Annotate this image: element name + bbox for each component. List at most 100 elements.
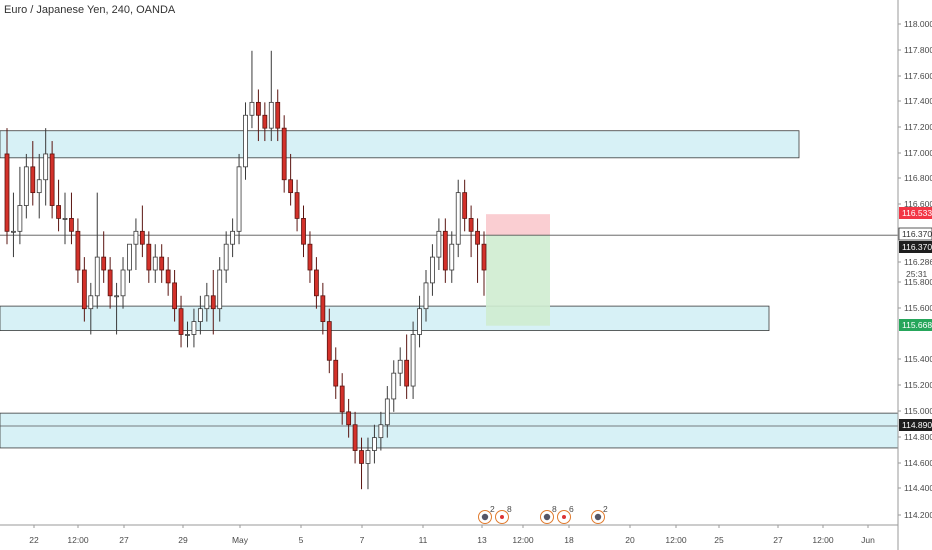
candle-body	[423, 282, 429, 310]
event-dot	[481, 513, 489, 521]
candle-body	[378, 424, 384, 439]
candle	[204, 282, 210, 322]
candle-body	[23, 166, 29, 206]
candle-body	[88, 295, 94, 310]
stop-loss-area[interactable]	[486, 214, 550, 236]
candle-body	[288, 179, 294, 194]
event-dot	[543, 513, 551, 521]
time-tick-label: 25	[714, 535, 724, 545]
candle	[88, 282, 94, 335]
candle-body	[146, 243, 152, 271]
candle-body	[204, 295, 210, 310]
candle	[417, 295, 422, 348]
candle-body	[30, 166, 36, 194]
price-tag-box	[899, 419, 932, 431]
candle	[307, 231, 313, 283]
candle	[62, 192, 68, 245]
support-resistance-zone[interactable]	[0, 130, 800, 159]
candle-body	[62, 218, 68, 220]
time-tick-label: 27	[773, 535, 783, 545]
candle	[107, 257, 113, 309]
candle	[243, 102, 248, 180]
candle-body	[230, 230, 236, 245]
candle	[436, 218, 442, 270]
candle	[359, 437, 364, 490]
candle	[43, 128, 49, 206]
candle-body	[152, 256, 158, 271]
current-price-tag[interactable]: 116.370	[899, 241, 932, 253]
candle	[372, 424, 377, 464]
candle-body	[320, 295, 326, 322]
candle-body	[397, 359, 403, 374]
event-dot	[562, 515, 566, 519]
candle-body	[449, 243, 455, 271]
target-price-tag[interactable]: 115.668	[899, 319, 932, 331]
candle-body	[223, 243, 229, 271]
short-position-tool[interactable]	[486, 214, 550, 326]
time-tick-label: 12:00	[67, 535, 89, 545]
time-tick-label: 7	[360, 535, 365, 545]
price-tick-label: 117.600	[904, 71, 932, 81]
candle-body	[139, 230, 145, 245]
candle	[185, 321, 190, 348]
chart-title: Euro / Japanese Yen, 240, OANDA	[4, 4, 176, 16]
time-tick-label: 12:00	[665, 535, 687, 545]
time-axis[interactable]: 22 12:00 27 29 May 5 7 11 13 12:00 18 20 12:00 25 27 12…	[0, 524, 898, 545]
candle	[294, 179, 300, 232]
price-tag-label: 116.370	[902, 229, 932, 239]
candle	[326, 308, 332, 374]
candle	[56, 179, 61, 232]
price-tick-label: 116.600	[904, 199, 932, 209]
candle	[397, 347, 403, 387]
price-tick-label: 115.400	[904, 354, 932, 364]
horizontal-lines-layer	[0, 234, 898, 427]
support-resistance-zone[interactable]	[0, 412, 899, 449]
candle-body	[249, 101, 255, 116]
candle	[320, 282, 326, 335]
calendar-events-icon[interactable]: 2	[591, 504, 609, 524]
take-profit-area[interactable]	[486, 235, 550, 326]
candle-body	[442, 230, 448, 271]
price-axis[interactable]: 118.000 117.800 117.600 117.400 117.200 117.0…	[897, 0, 932, 550]
stop-price-tag[interactable]: 116.533	[899, 207, 932, 219]
candle	[17, 166, 23, 245]
price-tick-label: 114.800	[904, 432, 932, 442]
candle	[94, 192, 100, 309]
price-tick-label: 115.200	[904, 380, 932, 390]
candle	[262, 102, 268, 142]
candle	[462, 179, 468, 232]
candle	[423, 270, 429, 322]
candle-body	[326, 321, 332, 361]
candle-body	[294, 192, 300, 219]
candle-body	[69, 218, 74, 232]
candle	[152, 244, 158, 283]
candle-body	[462, 192, 468, 219]
price-tick-label: 114.600	[904, 458, 932, 468]
support-resistance-zone[interactable]	[0, 305, 770, 332]
candle-body	[275, 101, 281, 129]
candle	[101, 231, 107, 283]
candle	[475, 218, 480, 283]
candle	[223, 231, 229, 283]
support-price-tag[interactable]: 114.890	[899, 419, 932, 431]
price-tag-label: 114.890	[902, 420, 932, 430]
time-tick-label: 13	[477, 535, 487, 545]
price-tag-box	[898, 227, 932, 241]
entry-price-tag[interactable]: 116.370	[898, 227, 932, 241]
time-tick-label: 29	[178, 535, 188, 545]
candle-body	[339, 385, 345, 413]
price-tick-label: 115.600	[904, 303, 932, 313]
candle-body	[372, 437, 377, 451]
candle	[178, 295, 184, 348]
candle	[114, 282, 119, 335]
candle	[197, 295, 203, 335]
candle-body	[410, 334, 416, 387]
candle-body	[159, 256, 165, 271]
candle	[81, 257, 87, 322]
time-tick-label: 22	[29, 535, 39, 545]
candle	[30, 141, 36, 206]
